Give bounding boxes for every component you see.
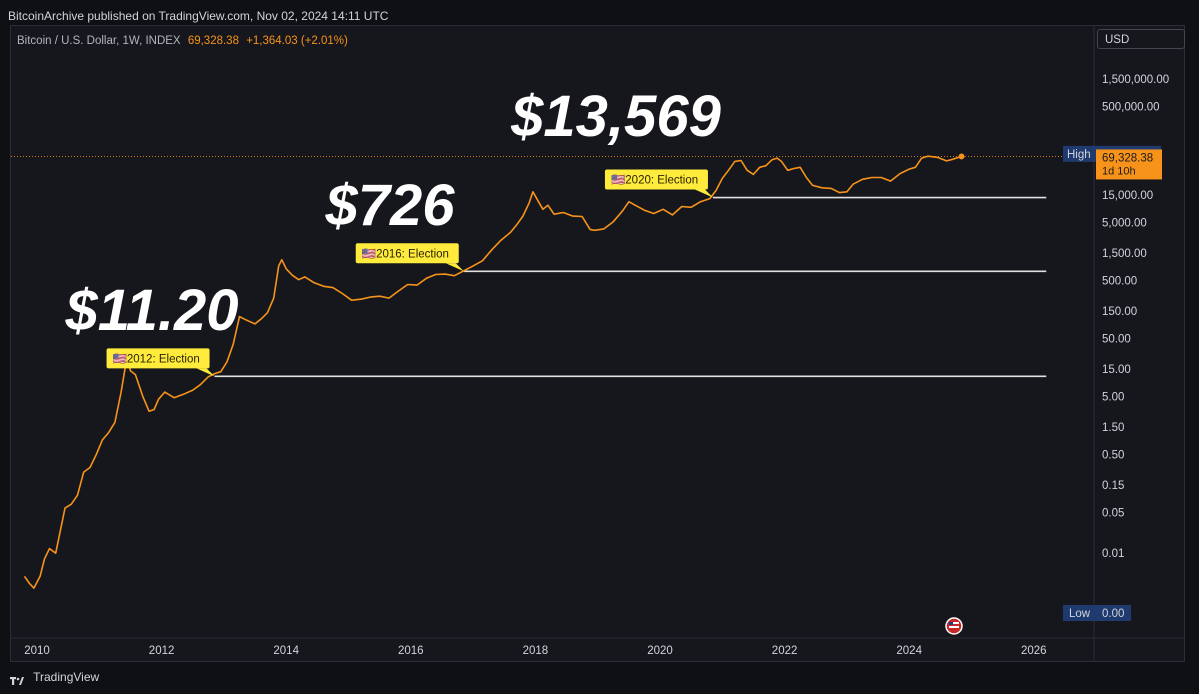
election-callout-text: 🇺🇸2012: Election xyxy=(113,352,200,365)
election-callout-text: 🇺🇸2016: Election xyxy=(362,247,449,260)
y-tick-label: 500,000.00 xyxy=(1102,102,1160,114)
last-price-dot xyxy=(958,153,965,160)
y-tick-label: 1.50 xyxy=(1102,422,1124,434)
y-tick-label: 15.00 xyxy=(1102,364,1131,376)
symbol-name: Bitcoin / U.S. Dollar, 1W, INDEX xyxy=(17,35,181,47)
last-price-badge xyxy=(1096,149,1162,180)
election-callout-box xyxy=(355,243,459,264)
high-badge-label: High xyxy=(1067,149,1091,161)
election-callout-pointer xyxy=(694,189,713,198)
y-tick-label: 500.00 xyxy=(1102,276,1137,288)
btc-price-line xyxy=(23,155,962,589)
y-tick-label: 0.05 xyxy=(1102,508,1124,520)
y-tick-label: 50.00 xyxy=(1102,334,1131,346)
x-tick-label: 2012 xyxy=(149,645,175,657)
x-tick-label: 2026 xyxy=(1021,645,1047,657)
x-tick-label: 2014 xyxy=(273,645,299,657)
election-callout-text: 🇺🇸2020: Election xyxy=(611,174,698,187)
election-callout-box xyxy=(106,348,210,369)
tradingview-logo-icon xyxy=(10,674,24,685)
election-price-label: $13,569 xyxy=(510,84,721,149)
x-tick-label: 2024 xyxy=(896,645,922,657)
y-tick-label: 5.00 xyxy=(1102,392,1124,404)
x-tick-label: 2018 xyxy=(523,645,549,657)
y-tick-label: 0.50 xyxy=(1102,450,1124,462)
symbol-price: 69,328.38 xyxy=(187,35,239,47)
election-price-label: $11.20 xyxy=(64,278,238,343)
chart-frame xyxy=(10,25,1185,662)
y-tick-label: 15,000.00 xyxy=(1102,190,1153,202)
y-tick-label: 5,000.00 xyxy=(1102,218,1147,230)
low-badge-label: Low xyxy=(1069,608,1091,620)
x-tick-label: 2020 xyxy=(647,645,673,657)
x-tick-label: 2022 xyxy=(772,645,798,657)
election-callout-box xyxy=(604,169,708,190)
symbol-change: +1,364.03 (+2.01%) xyxy=(246,35,348,47)
low-badge-value: 0.00 xyxy=(1102,608,1124,620)
us-flag-event-icon[interactable] xyxy=(945,617,963,635)
election-price-label: $726 xyxy=(324,173,455,238)
y-tick-label: 0.01 xyxy=(1102,548,1124,560)
tradingview-footer[interactable]: TradingView xyxy=(10,670,100,685)
currency-selector[interactable]: USD xyxy=(1097,29,1185,49)
attribution-text: BitcoinArchive published on TradingView.… xyxy=(8,9,389,23)
symbol-legend[interactable]: Bitcoin / U.S. Dollar, 1W, INDEX 69,328.… xyxy=(17,35,348,47)
last-price-badge-value: 69,328.38 xyxy=(1102,152,1153,164)
last-price-countdown: 1d 10h xyxy=(1102,165,1136,177)
low-badge xyxy=(1063,605,1131,621)
y-tick-label: 150.00 xyxy=(1102,306,1137,318)
x-tick-label: 2016 xyxy=(398,645,424,657)
y-tick-label: 1,500.00 xyxy=(1102,248,1147,260)
election-callout-pointer xyxy=(196,368,215,377)
x-tick-label: 2010 xyxy=(24,645,50,657)
y-tick-label: 1,500,000.00 xyxy=(1102,74,1169,86)
y-tick-label: 0.15 xyxy=(1102,480,1124,492)
tradingview-brand-text: TradingView xyxy=(33,670,100,684)
election-callout-pointer xyxy=(445,263,464,272)
